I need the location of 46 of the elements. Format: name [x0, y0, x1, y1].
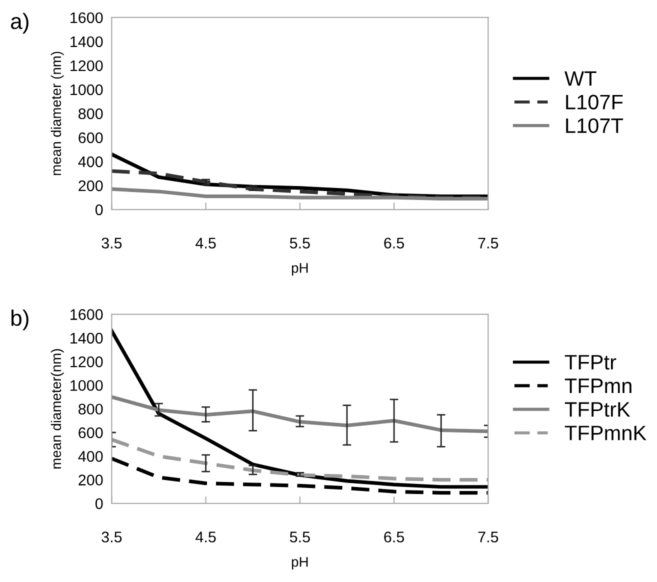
y-axis-title: mean diameter(nm)	[50, 349, 64, 469]
y-tick-label: 200	[78, 474, 103, 486]
y-tick-label: 1200	[70, 60, 103, 72]
x-tick-label: 7.5	[478, 532, 498, 542]
legend-label: TFPmnK	[564, 426, 646, 440]
y-tick-label: 600	[78, 427, 103, 438]
y-tick-label: 1400	[70, 332, 103, 344]
line-series	[112, 395, 488, 434]
y-tick-label: 800	[78, 108, 103, 120]
x-tick-label: 6.5	[384, 238, 404, 249]
legend-label: WT	[564, 71, 596, 86]
y-tick-label: 400	[78, 156, 103, 168]
text: a)	[10, 12, 28, 34]
y-tick-label: 400	[78, 451, 103, 462]
x-tick-label: 5.5	[290, 238, 310, 249]
y-tick-label: 0	[95, 498, 103, 510]
x-tick-label: 5.5	[290, 532, 310, 542]
y-tick-label: 1600	[70, 309, 103, 320]
x-tick-label: 3.5	[102, 238, 122, 249]
y-tick-label: 200	[78, 180, 103, 192]
y-tick-label: 1400	[70, 36, 103, 48]
legend-label: L107T	[566, 118, 624, 134]
y-tick-label: 1200	[70, 356, 103, 368]
legend-label: L107F	[566, 94, 623, 110]
y-tick-label: 800	[78, 404, 103, 415]
x-tick-label: 4.5	[196, 238, 216, 249]
x-tick-label: 7.5	[478, 238, 498, 249]
legend-label: TFPtrK	[564, 402, 630, 417]
x-tick-label: 6.5	[384, 532, 404, 542]
text: b)	[11, 310, 28, 330]
line-series	[112, 438, 488, 482]
y-axis-title: mean diameter (nm)	[50, 52, 64, 176]
x-tick-label: 3.5	[102, 532, 122, 542]
legend-label: TFPtr	[564, 355, 616, 370]
line-series	[112, 329, 488, 489]
x-tick-label: 4.5	[196, 532, 216, 542]
line-series	[112, 456, 488, 495]
legend-label: TFPmn	[564, 378, 632, 393]
x-axis-title: pH	[292, 263, 308, 276]
y-tick-label: 0	[95, 204, 103, 216]
y-tick-label: 1000	[70, 84, 103, 96]
x-axis-title: pH	[292, 557, 308, 570]
y-tick-label: 1000	[70, 380, 103, 391]
line-series	[112, 187, 488, 201]
y-tick-label: 600	[78, 132, 103, 144]
y-tick-label: 1600	[70, 12, 103, 24]
